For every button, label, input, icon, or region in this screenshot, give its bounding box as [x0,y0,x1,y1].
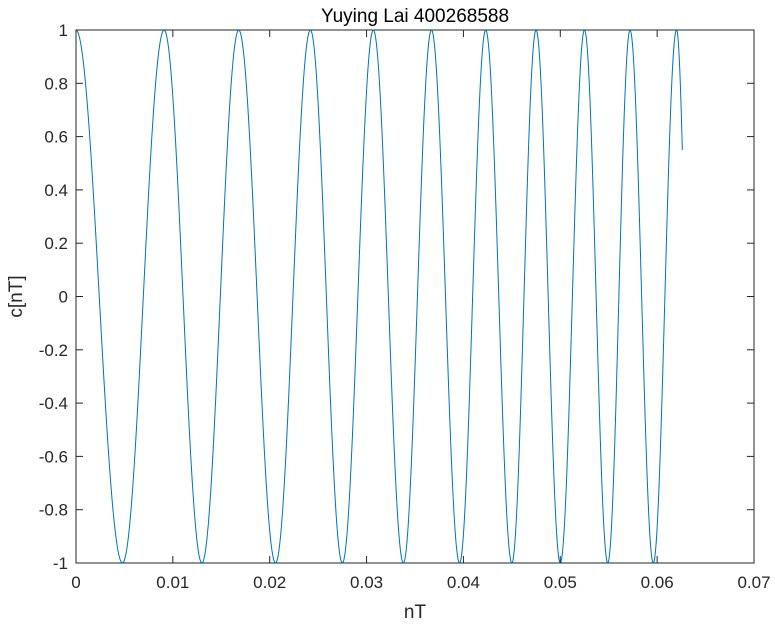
y-tick-label: 0.6 [44,128,68,147]
chart-title: Yuying Lai 400268588 [321,6,509,27]
y-tick-label: -0.2 [39,341,68,360]
x-tick-label: 0.06 [641,573,674,592]
y-tick-label: 0.8 [44,74,68,93]
y-tick-label: 1 [59,21,68,40]
x-tick-label: 0.01 [156,573,189,592]
x-tick-label: 0.05 [544,573,577,592]
series-line [75,29,683,564]
y-tick-label: -0.4 [39,394,68,413]
y-axis-title: c[nT] [6,275,27,317]
plot-area: 0 0.01 0.02 0.03 0.04 0.05 0.06 0.07 -1 -0.8 -0.6 -… [39,21,771,592]
series-layer [75,29,683,564]
tick-layer: 0 0.01 0.02 0.03 0.04 0.05 0.06 0.07 -1 -0.8 -0.6 -… [39,21,771,592]
x-tick-label: 0.04 [447,573,480,592]
y-tick-label: 0 [59,288,68,307]
x-tick-label: 0.03 [350,573,383,592]
y-tick-label: -0.8 [39,501,68,520]
x-tick-label: 0 [71,573,80,592]
x-axis-title: nT [404,602,427,623]
y-tick-label: 0.2 [44,234,68,253]
y-tick-label: -1 [53,554,68,573]
y-tick-label: -0.6 [39,447,68,466]
axes-box [75,29,755,564]
y-tick-label: 0.4 [44,181,68,200]
x-tick-label: 0.07 [737,573,770,592]
x-tick-label: 0.02 [253,573,286,592]
